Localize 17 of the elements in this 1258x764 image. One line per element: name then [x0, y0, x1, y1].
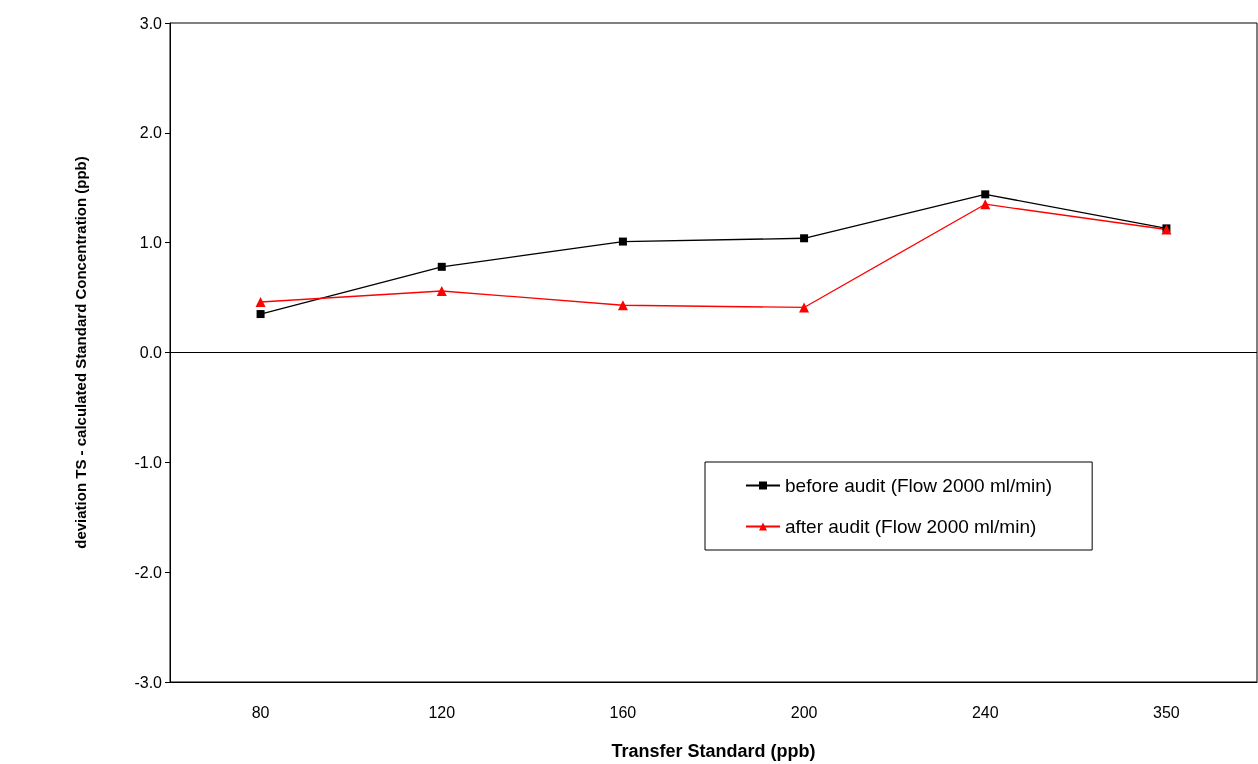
y-tick-label: 0.0: [139, 344, 163, 361]
legend-label: after audit (Flow 2000 ml/min): [785, 516, 1037, 537]
legend-label: before audit (Flow 2000 ml/min): [785, 475, 1053, 496]
y-tick-label: 2.0: [139, 124, 163, 142]
y-tick-label: 3.0: [139, 14, 163, 32]
x-tick-label: 80: [251, 703, 270, 721]
x-tick-label: 350: [1153, 703, 1180, 721]
y-tick-label: -1.0: [134, 453, 163, 471]
x-tick-label: 120: [428, 703, 456, 721]
y-tick-label: -2.0: [134, 563, 163, 581]
y-axis-title: deviation TS - calculated Standard Concentration (ppb): [71, 156, 89, 549]
x-tick-label: 200: [790, 703, 818, 721]
y-tick-label: -3.0: [134, 673, 163, 691]
x-axis-title: Transfer Standard (ppb): [611, 741, 816, 761]
x-tick-label: 160: [609, 703, 637, 721]
x-tick-label: 240: [971, 703, 999, 721]
y-tick-label: 1.0: [139, 234, 163, 252]
